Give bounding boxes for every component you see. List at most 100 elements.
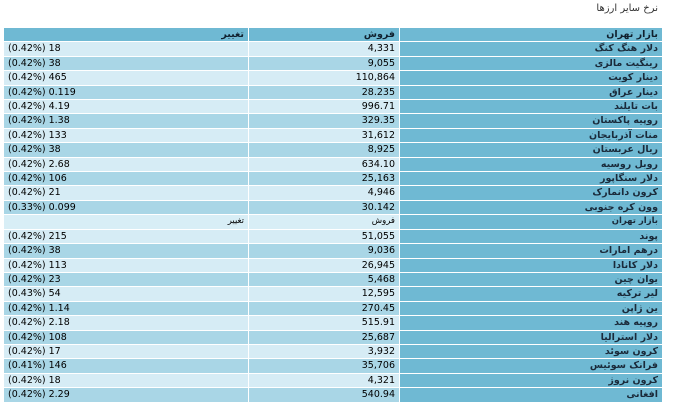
currency-name-cell: فرانک سوئیس	[399, 358, 663, 374]
subheader-sell: فروش	[248, 214, 400, 230]
change-cell: (0.42%) 38	[3, 243, 249, 259]
change-cell: (0.42%) 0.119	[3, 84, 249, 101]
table-row: (0.42%) 18 4,331 دلار هنگ کنگ	[3, 41, 663, 57]
change-cell: (0.42%) 18	[3, 372, 249, 389]
sell-cell: 28.235	[248, 84, 400, 101]
change-cell: (0.42%) 4.19	[3, 99, 249, 115]
subheader-market: بازار تهران	[399, 214, 663, 230]
sell-cell: 110,864	[248, 70, 400, 86]
table-row: (0.33%) 0.099 30.142 وون کره جنوبی	[3, 199, 663, 216]
change-cell: (0.42%) 106	[3, 171, 249, 187]
table-body: تغییر فروش بازار تهران (0.42%) 18 4,331 دل…	[3, 26, 663, 403]
currency-rates-table: تغییر فروش بازار تهران (0.42%) 18 4,331 دل…	[3, 26, 663, 403]
sell-cell: 634.10	[248, 156, 400, 173]
table-row: (0.42%) 17 3,932 کرون سوئد	[3, 343, 663, 360]
table-row: (0.42%) 21 4,946 کرون دانمارک	[3, 185, 663, 201]
currency-name-cell: دلار هنگ کنگ	[399, 41, 663, 57]
table-row: (0.42%) 1.38 329.35 روپیه پاکستان	[3, 113, 663, 129]
sell-cell: 270.45	[248, 300, 400, 317]
change-cell: (0.42%) 113	[3, 257, 249, 273]
currency-name-cell: دلار سنگاپور	[399, 171, 663, 187]
page-title: نرخ سایر ارزها	[596, 3, 658, 14]
currency-name-cell: روپیه هند	[399, 315, 663, 331]
currency-name-cell: وون کره جنوبی	[399, 199, 663, 216]
currency-name-cell: روبل روسیه	[399, 156, 663, 173]
change-cell: (0.43%) 54	[3, 286, 249, 302]
sell-cell: 540.94	[248, 387, 400, 403]
table-row: (0.42%) 0.119 28.235 دینار عراق	[3, 84, 663, 101]
currency-name-cell: درهم امارات	[399, 243, 663, 259]
sell-cell: 25,687	[248, 329, 400, 345]
currency-name-cell: دلار کانادا	[399, 257, 663, 273]
currency-name-cell: ین ژاپن	[399, 300, 663, 317]
change-cell: (0.42%) 215	[3, 228, 249, 245]
table-row: (0.42%) 2.68 634.10 روبل روسیه	[3, 156, 663, 173]
change-cell: (0.42%) 21	[3, 185, 249, 201]
table-row: (0.42%) 23 5,468 یوان چین	[3, 271, 663, 288]
table-row: (0.42%) 38 8,925 ریال عربستان	[3, 142, 663, 158]
change-cell: (0.41%) 146	[3, 358, 249, 374]
change-cell: (0.42%) 133	[3, 127, 249, 144]
sell-cell: 31,612	[248, 127, 400, 144]
sell-cell: 4,946	[248, 185, 400, 201]
header-market: بازار تهران	[399, 26, 663, 43]
table-row: (0.42%) 38 9,055 رینگیت مالزی	[3, 55, 663, 72]
sell-cell: 329.35	[248, 113, 400, 129]
table-subheader-row: تغییر فروش بازار تهران	[3, 214, 663, 230]
currency-name-cell: کرون نروژ	[399, 372, 663, 389]
sell-cell: 9,036	[248, 243, 400, 259]
change-cell: (0.42%) 465	[3, 70, 249, 86]
currency-name-cell: دینار عراق	[399, 84, 663, 101]
sell-cell: 12,595	[248, 286, 400, 302]
currency-name-cell: پوند	[399, 228, 663, 245]
table-row: (0.42%) 38 9,036 درهم امارات	[3, 243, 663, 259]
currency-name-cell: روپیه پاکستان	[399, 113, 663, 129]
table-header-row: تغییر فروش بازار تهران	[3, 26, 663, 43]
change-cell: (0.42%) 38	[3, 142, 249, 158]
table-row: (0.42%) 108 25,687 دلار استرالیا	[3, 329, 663, 345]
table-row: (0.42%) 465 110,864 دینار کویت	[3, 70, 663, 86]
sell-cell: 4,331	[248, 41, 400, 57]
table-row: (0.42%) 18 4,321 کرون نروژ	[3, 372, 663, 389]
subheader-change: تغییر	[3, 214, 249, 230]
sell-cell: 25,163	[248, 171, 400, 187]
header-sell: فروش	[248, 26, 400, 43]
sell-cell: 4,321	[248, 372, 400, 389]
table-row: (0.43%) 54 12,595 لیر ترکیه	[3, 286, 663, 302]
sell-cell: 8,925	[248, 142, 400, 158]
table-row: (0.41%) 146 35,706 فرانک سوئیس	[3, 358, 663, 374]
currency-name-cell: دینار کویت	[399, 70, 663, 86]
change-cell: (0.42%) 1.14	[3, 300, 249, 317]
table-row: (0.42%) 2.29 540.94 افغانی	[3, 387, 663, 403]
sell-cell: 996.71	[248, 99, 400, 115]
currency-name-cell: کرون سوئد	[399, 343, 663, 360]
header-change: تغییر	[3, 26, 249, 43]
table-row: (0.42%) 1.14 270.45 ین ژاپن	[3, 300, 663, 317]
currency-name-cell: رینگیت مالزی	[399, 55, 663, 72]
currency-name-cell: منات آذربایجان	[399, 127, 663, 144]
change-cell: (0.42%) 108	[3, 329, 249, 345]
currency-name-cell: یوان چین	[399, 271, 663, 288]
change-cell: (0.42%) 2.29	[3, 387, 249, 403]
change-cell: (0.42%) 1.38	[3, 113, 249, 129]
table-row: (0.42%) 133 31,612 منات آذربایجان	[3, 127, 663, 144]
table-row: (0.42%) 106 25,163 دلار سنگاپور	[3, 171, 663, 187]
change-cell: (0.42%) 38	[3, 55, 249, 72]
currency-name-cell: افغانی	[399, 387, 663, 403]
change-cell: (0.42%) 23	[3, 271, 249, 288]
sell-cell: 515.91	[248, 315, 400, 331]
currency-name-cell: دلار استرالیا	[399, 329, 663, 345]
sell-cell: 3,932	[248, 343, 400, 360]
currency-name-cell: کرون دانمارک	[399, 185, 663, 201]
change-cell: (0.42%) 17	[3, 343, 249, 360]
table-row: (0.42%) 2.18 515.91 روپیه هند	[3, 315, 663, 331]
sell-cell: 9,055	[248, 55, 400, 72]
table-row: (0.42%) 113 26,945 دلار کانادا	[3, 257, 663, 273]
sell-cell: 26,945	[248, 257, 400, 273]
sell-cell: 35,706	[248, 358, 400, 374]
change-cell: (0.42%) 2.68	[3, 156, 249, 173]
table-row: (0.42%) 4.19 996.71 بات تایلند	[3, 99, 663, 115]
sell-cell: 51,055	[248, 228, 400, 245]
change-cell: (0.33%) 0.099	[3, 199, 249, 216]
sell-cell: 5,468	[248, 271, 400, 288]
